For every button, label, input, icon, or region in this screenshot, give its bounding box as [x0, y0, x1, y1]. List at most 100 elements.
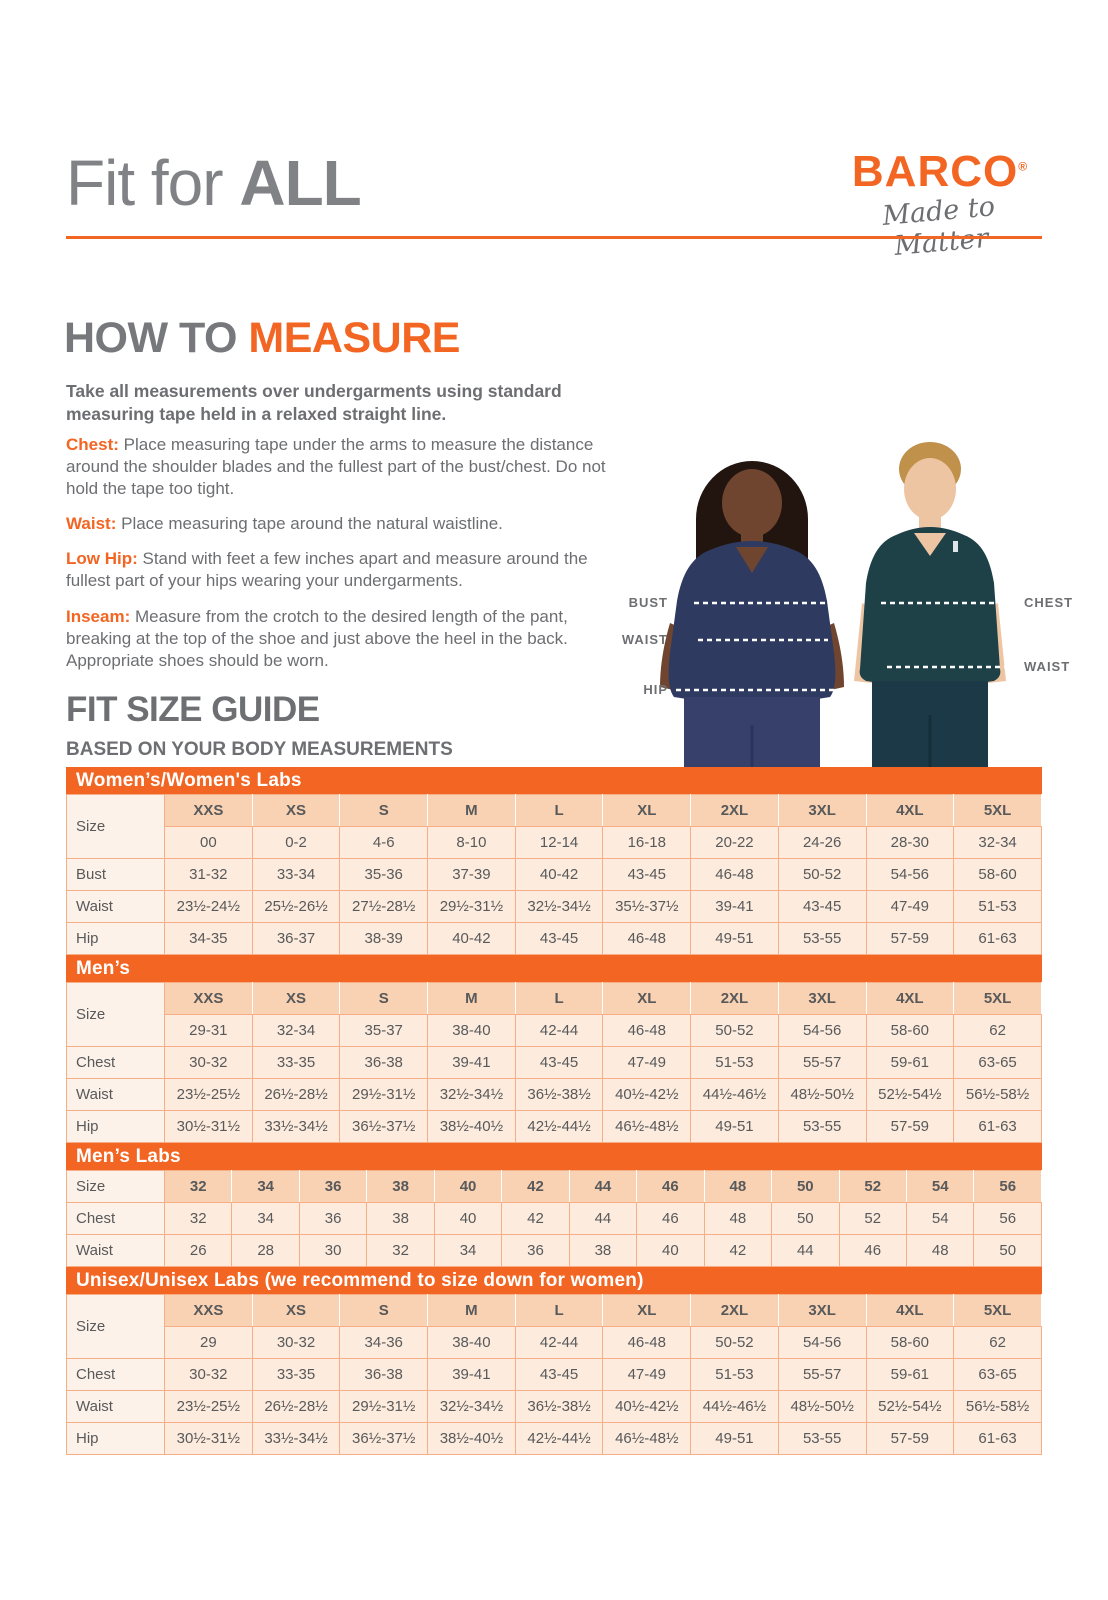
size-header-cell: 50: [771, 1170, 840, 1203]
measurement-cell: 39-41: [427, 1358, 516, 1391]
size-header-cell: 36: [298, 1170, 368, 1203]
table-section-header: Unisex/Unisex Labs (we recommend to size…: [66, 1267, 1042, 1294]
measurement-cell: 63-65: [953, 1046, 1042, 1079]
measurement-cell: 40: [433, 1202, 503, 1235]
woman-figure: [660, 461, 844, 767]
size-range-cell: 16-18: [602, 826, 692, 859]
measurement-cell: 30½-31½: [164, 1422, 253, 1455]
man-vneck: [914, 533, 946, 556]
size-range-cell: 35-37: [339, 1014, 429, 1047]
size-header-cell: XS: [251, 794, 341, 827]
measurement-cell: 54: [905, 1202, 975, 1235]
measurement-cell: 55-57: [777, 1046, 867, 1079]
size-row-label: Size: [66, 982, 165, 1047]
measure-instructions: Chest: Place measuring tape under the ar…: [66, 434, 614, 685]
size-range-cell: 38-40: [427, 1014, 516, 1047]
measurement-cell: 59-61: [865, 1046, 955, 1079]
measure-item-text: Measure from the crotch to the desired l…: [66, 606, 568, 670]
measurement-cell: 29½-31½: [339, 1078, 429, 1111]
size-header-cell: S: [339, 1294, 429, 1327]
measurement-cell: 51-53: [690, 1046, 779, 1079]
measurement-cell: 23½-25½: [164, 1390, 253, 1423]
size-guide-tables: Women’s/Women's Labs Size XXS XS S M L XL 2XL 3XL…: [66, 767, 1042, 1455]
size-header-cell: S: [339, 794, 429, 827]
measurement-cell: 42½-44½: [514, 1422, 604, 1455]
size-header-cell: 2XL: [690, 1294, 779, 1327]
measurement-cell: 33-34: [251, 858, 341, 891]
measurement-cell: 49-51: [690, 1422, 779, 1455]
measurement-row: Hip 34-35 36-37 38-39 40-42 43-45 46-48 49-51 53…: [66, 922, 1042, 955]
size-header-cell: 2XL: [690, 982, 779, 1015]
measurement-row-label: Waist: [66, 1078, 165, 1111]
size-header-cell: 48: [703, 1170, 773, 1203]
measurement-cell: 38½-40½: [427, 1422, 516, 1455]
measurement-cell: 23½-25½: [164, 1078, 253, 1111]
measure-item-text: Place measuring tape around the natural …: [121, 514, 503, 534]
measurement-cell: 56½-58½: [953, 1390, 1042, 1423]
size-range-cell: 29: [164, 1326, 253, 1359]
waist-label-left: WAIST: [622, 632, 668, 647]
header-divider: [66, 236, 1042, 239]
measurement-cell: 44: [568, 1202, 638, 1235]
measurement-cell: 42: [703, 1234, 773, 1267]
size-table: Size XXS XS S M L XL 2XL 3XL 4XL 5XL 29 30-32 34-36 38…: [66, 1294, 1042, 1455]
measurement-cell: 34: [433, 1234, 503, 1267]
measurement-row-label: Chest: [66, 1358, 165, 1391]
size-row-label: Size: [66, 1170, 165, 1203]
measurement-row-label: Hip: [66, 1110, 165, 1143]
measurement-cell: 38: [568, 1234, 638, 1267]
hip-label: HIP: [643, 682, 668, 697]
size-range-cell: 20-22: [690, 826, 779, 859]
woman-face: [722, 469, 782, 537]
measurement-cell: 37-39: [427, 858, 516, 891]
measurement-cell: 44½-46½: [690, 1078, 779, 1111]
measure-item-low-hip: Low Hip: Stand with feet a few inches ap…: [66, 548, 614, 592]
size-header-cell: 34: [231, 1170, 300, 1203]
table-section-header: Women’s/Women's Labs: [66, 767, 1042, 794]
fit-models-photo: BUST WAIST HIP CHEST WAIST: [622, 442, 1073, 767]
man-face: [904, 458, 956, 520]
registered-mark-icon: ®: [1018, 159, 1029, 174]
measure-labels: BUST WAIST HIP CHEST WAIST: [622, 595, 1073, 697]
measurement-cell: 33-35: [251, 1358, 341, 1391]
measurement-cell: 49-51: [690, 922, 779, 955]
size-header-cell: 52: [838, 1170, 907, 1203]
chest-label: CHEST: [1024, 595, 1073, 610]
size-range-cell: 46-48: [602, 1014, 692, 1047]
measurement-row: Chest 32 34 36 38 40 42 44 46 48 50 52 54 56: [66, 1202, 1042, 1235]
brand-logo: BARCO® Made to Matter: [836, 150, 1044, 262]
measurement-cell: 34-35: [164, 922, 253, 955]
measurement-cell: 43-45: [514, 1046, 604, 1079]
size-header-cell: 5XL: [953, 1294, 1042, 1327]
size-header-cell: L: [514, 794, 604, 827]
table-section-header: Men’s: [66, 955, 1042, 982]
size-header-cell: XXS: [164, 794, 253, 827]
measurement-cell: 48½-50½: [777, 1078, 867, 1111]
measurement-cell: 26½-28½: [251, 1078, 341, 1111]
measurement-cell: 57-59: [865, 1422, 955, 1455]
measurement-cell: 55-57: [777, 1358, 867, 1391]
size-table-section-womens: Women’s/Women's Labs Size XXS XS S M L XL 2XL 3XL…: [66, 767, 1042, 955]
table-section-header: Men’s Labs: [66, 1143, 1042, 1170]
measurement-row: Hip 30½-31½ 33½-34½ 36½-37½ 38½-40½ 42½-44½ 46…: [66, 1422, 1042, 1455]
measurement-cell: 54-56: [865, 858, 955, 891]
measurement-cell: 33-35: [251, 1046, 341, 1079]
size-header-cell: 44: [568, 1170, 638, 1203]
size-header-cell: 2XL: [690, 794, 779, 827]
measurement-cell: 58-60: [953, 858, 1042, 891]
page-title-regular: Fit for: [66, 147, 240, 219]
size-range-cell: 30-32: [251, 1326, 341, 1359]
size-range-cell: 42-44: [514, 1014, 604, 1047]
measurement-cell: 57-59: [865, 922, 955, 955]
size-range-cell: 58-60: [865, 1014, 955, 1047]
measurement-cell: 52½-54½: [865, 1390, 955, 1423]
size-header-cell: 56: [973, 1170, 1042, 1203]
size-range-cell: 32-34: [953, 826, 1042, 859]
measurement-cell: 35½-37½: [602, 890, 692, 923]
measurement-cell: 40-42: [514, 858, 604, 891]
measurement-row: Waist 23½-24½ 25½-26½ 27½-28½ 29½-31½ 32½-34½…: [66, 890, 1042, 923]
measurement-cell: 30-32: [164, 1046, 253, 1079]
measurement-cell: 44½-46½: [690, 1390, 779, 1423]
measurement-cell: 40: [636, 1234, 705, 1267]
